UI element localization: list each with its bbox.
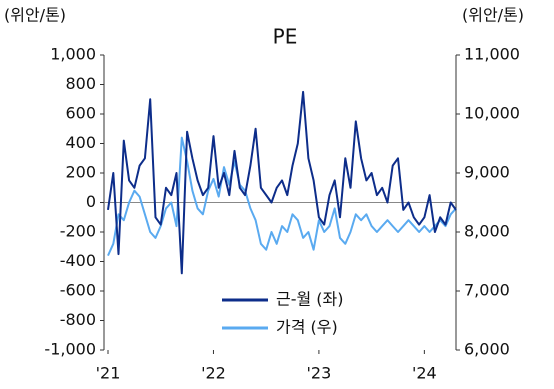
y-tick-label: 600 (65, 104, 96, 123)
y-tick-label: -400 (60, 251, 96, 270)
y-tick-label: 1,000 (50, 45, 96, 64)
y2-tick-label: 6,000 (464, 340, 510, 359)
series-line (107, 136, 457, 257)
y-tick-label: -1,000 (44, 340, 96, 359)
y-tick-label: 0 (86, 192, 96, 211)
chart-title: PE (273, 25, 298, 49)
y-tick-label: 800 (65, 74, 96, 93)
y-tick-label: -800 (60, 310, 96, 329)
x-tick-label: '22 (201, 364, 226, 383)
y2-axis-label: (위안/톤) (462, 6, 524, 25)
y2-tick-label: 7,000 (464, 281, 510, 300)
y2-tick-label: 11,000 (464, 45, 520, 64)
y-tick-label: 400 (65, 133, 96, 152)
y2-tick-label: 9,000 (464, 163, 510, 182)
y-tick-label: -200 (60, 222, 96, 241)
x-tick-label: '24 (412, 364, 437, 383)
y-tick-label: 200 (65, 163, 96, 182)
y2-tick-label: 10,000 (464, 104, 520, 123)
legend-label: 근-월 (좌) (276, 290, 344, 309)
y-axis-label: (위안/톤) (4, 6, 66, 25)
y2-tick-label: 8,000 (464, 222, 510, 241)
legend-label: 가격 (우) (276, 318, 338, 337)
series-line (107, 90, 457, 275)
y-tick-label: -600 (60, 281, 96, 300)
x-tick-label: '23 (307, 364, 332, 383)
x-tick-label: '21 (96, 364, 121, 383)
